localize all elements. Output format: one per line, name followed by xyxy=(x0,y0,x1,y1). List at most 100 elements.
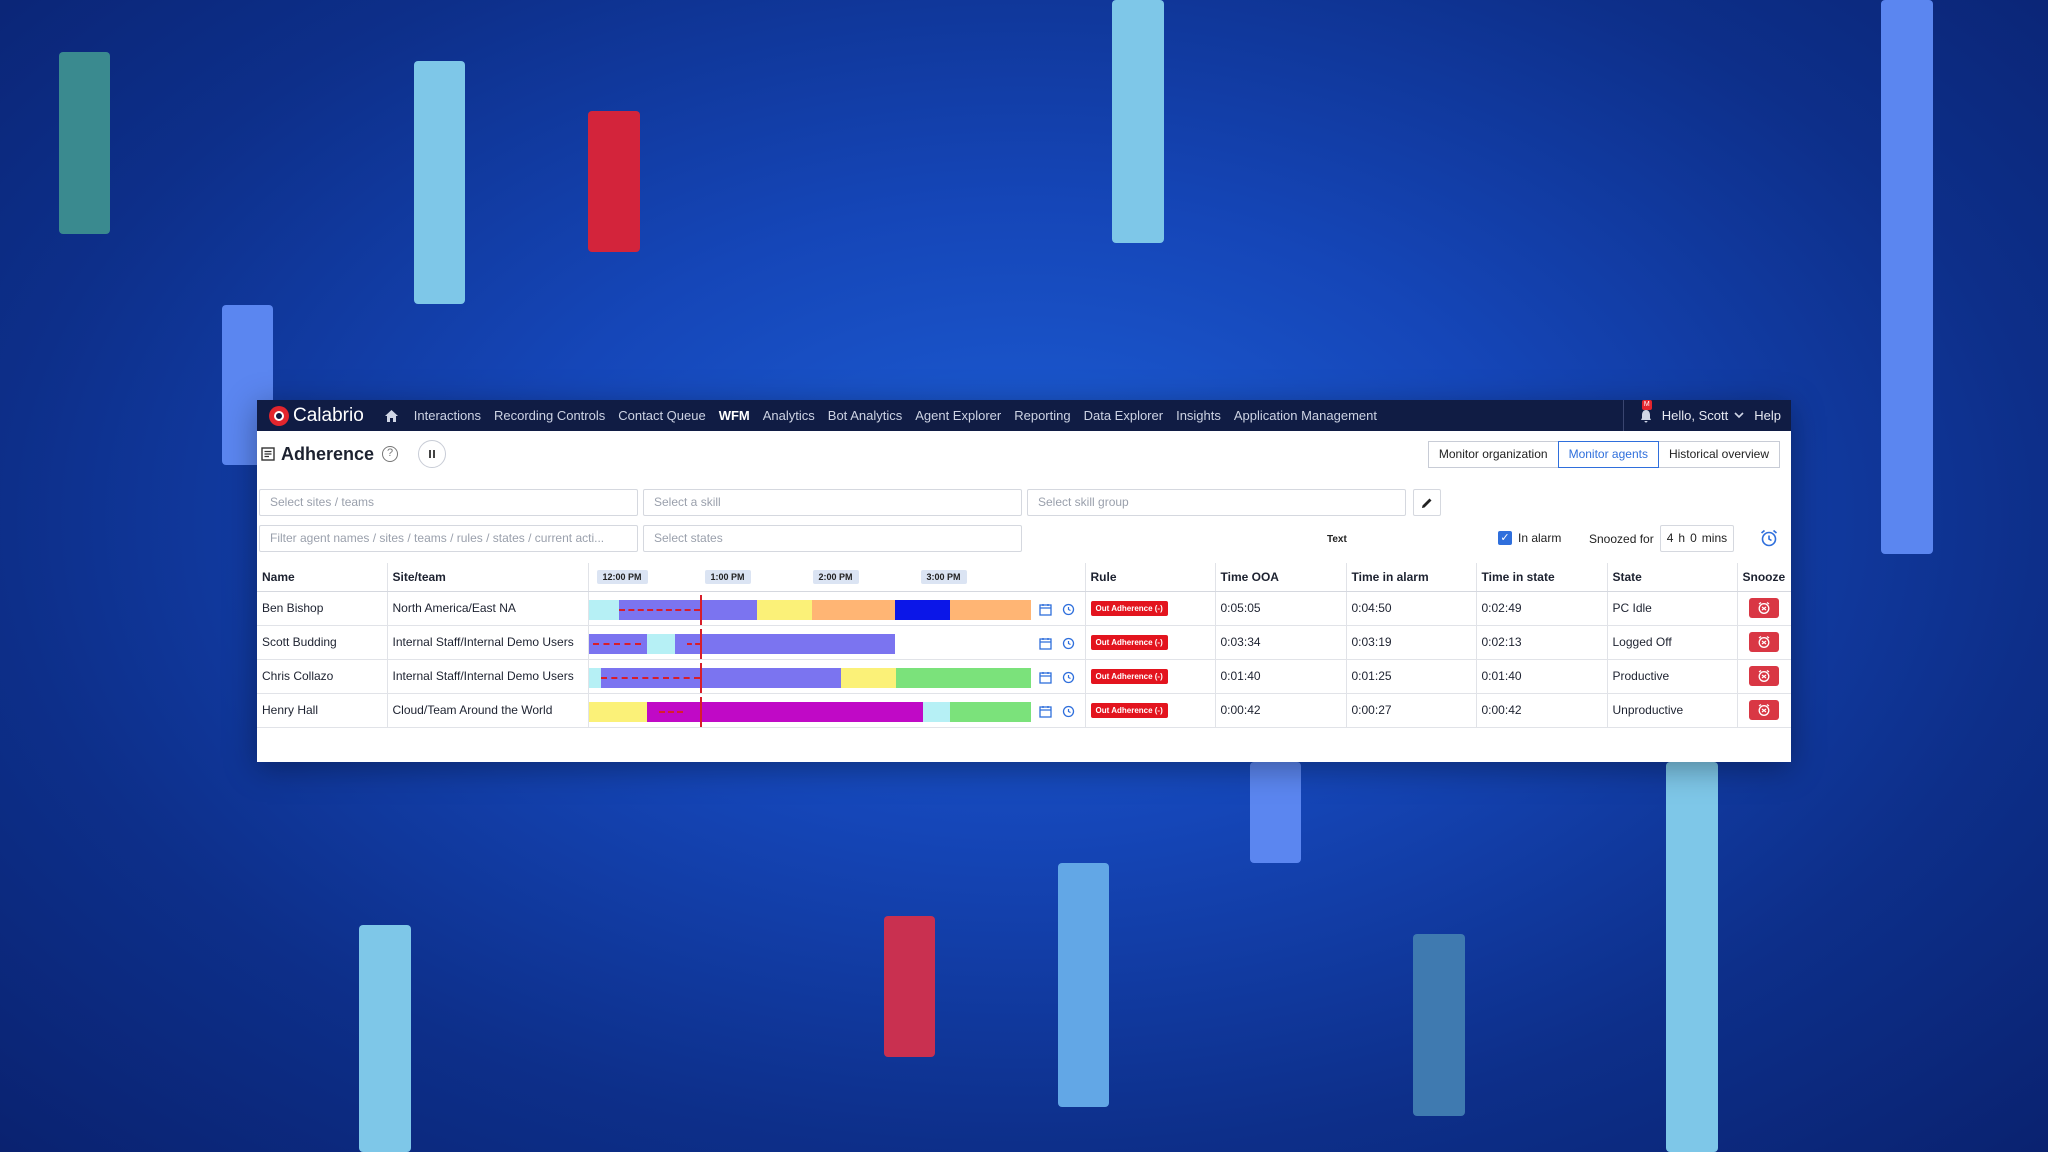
tab-monitor-agents[interactable]: Monitor agents xyxy=(1557,441,1659,468)
rule-cell: Out Adherence (-) xyxy=(1085,659,1216,694)
adherence-timeline[interactable] xyxy=(588,659,1086,694)
nav-interactions[interactable]: Interactions xyxy=(413,408,481,423)
top-navigation: Calabrio Interactions Recording Controls… xyxy=(257,399,1791,431)
col-time-in-alarm[interactable]: Time in alarm xyxy=(1346,563,1477,592)
timeline-segment xyxy=(600,667,841,688)
notification-bell-icon[interactable]: M xyxy=(1640,399,1652,423)
agent-name: Ben Bishop xyxy=(257,591,388,626)
schedule-calendar-icon[interactable] xyxy=(1038,637,1052,650)
checkbox-checked-icon: ✓ xyxy=(1498,531,1512,545)
nav-data-explorer[interactable]: Data Explorer xyxy=(1083,408,1164,423)
snooze-minutes-unit: mins xyxy=(1701,531,1728,545)
col-time-in-state[interactable]: Time in state xyxy=(1476,563,1608,592)
agent-state: PC Idle xyxy=(1607,591,1738,626)
nav-agent-explorer[interactable]: Agent Explorer xyxy=(915,408,1002,423)
states-select[interactable]: Select states xyxy=(643,525,1022,552)
col-time-ooa[interactable]: Time OOA xyxy=(1215,563,1347,592)
current-time-line xyxy=(699,662,702,693)
nav-insights[interactable]: Insights xyxy=(1176,408,1221,423)
snooze-button[interactable] xyxy=(1748,666,1779,686)
table-row[interactable]: Henry Hall Cloud/Team Around the World O… xyxy=(257,693,1791,728)
pause-button[interactable] xyxy=(418,440,447,468)
history-icon[interactable] xyxy=(1062,603,1075,616)
snooze-cell xyxy=(1737,625,1791,660)
snooze-duration: Snoozed for 4 h 0 mins xyxy=(1589,525,1735,552)
timeline-segment xyxy=(588,599,619,620)
snooze-duration-input[interactable]: 4 h 0 mins xyxy=(1659,525,1735,552)
history-icon[interactable] xyxy=(1062,637,1075,650)
nav-contact-queue[interactable]: Contact Queue xyxy=(618,408,706,423)
snooze-button[interactable] xyxy=(1748,700,1779,720)
nav-wfm[interactable]: WFM xyxy=(718,408,750,423)
time-ooa: 0:05:05 xyxy=(1215,591,1347,626)
col-timeline: 12:00 PM 1:00 PM 2:00 PM 3:00 PM xyxy=(588,563,1086,592)
help-link[interactable]: Help xyxy=(1754,408,1781,423)
col-name[interactable]: Name xyxy=(257,563,388,592)
nav-reporting[interactable]: Reporting xyxy=(1014,408,1071,423)
snooze-alarm-icon xyxy=(1758,636,1769,648)
schedule-calendar-icon[interactable] xyxy=(1038,705,1052,718)
adherence-timeline[interactable] xyxy=(588,591,1086,626)
rule-cell: Out Adherence (-) xyxy=(1085,591,1216,626)
in-alarm-checkbox[interactable]: ✓ In alarm xyxy=(1498,531,1561,545)
rule-badge: Out Adherence (-) xyxy=(1090,601,1168,616)
agent-site-team: Internal Staff/Internal Demo Users xyxy=(387,659,589,694)
snooze-button[interactable] xyxy=(1748,598,1779,618)
timeline-segment xyxy=(949,599,1031,620)
snooze-hours: 4 xyxy=(1666,531,1674,545)
current-time-line xyxy=(699,594,702,625)
nav-bot-analytics[interactable]: Bot Analytics xyxy=(827,408,903,423)
filter-panel: Select sites / teams Select a skill Sele… xyxy=(257,477,1791,552)
sites-teams-select[interactable]: Select sites / teams xyxy=(259,489,638,516)
table-row[interactable]: Scott Budding Internal Staff/Internal De… xyxy=(257,625,1791,660)
snooze-cell xyxy=(1737,591,1791,626)
agent-site-team: Cloud/Team Around the World xyxy=(387,693,589,728)
adherence-timeline[interactable] xyxy=(588,625,1086,660)
time-in-state: 0:00:42 xyxy=(1476,693,1608,728)
col-site-team[interactable]: Site/team xyxy=(387,563,589,592)
schedule-calendar-icon[interactable] xyxy=(1038,603,1052,616)
home-icon[interactable] xyxy=(384,408,400,424)
nav-recording-controls[interactable]: Recording Controls xyxy=(493,408,606,423)
current-time-line xyxy=(699,628,702,659)
table-row[interactable]: Ben Bishop North America/East NA xyxy=(257,591,1791,626)
nav-application-management[interactable]: Application Management xyxy=(1233,408,1377,423)
brand-logo[interactable]: Calabrio xyxy=(269,405,364,427)
time-in-state: 0:02:13 xyxy=(1476,625,1608,660)
edit-button[interactable] xyxy=(1413,489,1441,516)
out-of-adherence-marker xyxy=(658,710,683,713)
adherence-app-window: Calabrio Interactions Recording Controls… xyxy=(257,399,1791,762)
schedule-bar xyxy=(588,599,1031,620)
adherence-timeline[interactable] xyxy=(588,693,1086,728)
agent-state: Productive xyxy=(1607,659,1738,694)
agent-state: Logged Off xyxy=(1607,625,1738,660)
out-of-adherence-marker xyxy=(600,676,700,679)
col-state[interactable]: State xyxy=(1607,563,1738,592)
col-rule[interactable]: Rule xyxy=(1085,563,1216,592)
alarm-clock-icon[interactable] xyxy=(1759,528,1779,548)
notification-badge: M xyxy=(1641,399,1652,410)
skill-group-select[interactable]: Select skill group xyxy=(1027,489,1406,516)
tab-monitor-organization[interactable]: Monitor organization xyxy=(1427,441,1559,468)
agent-filter-input[interactable]: Filter agent names / sites / teams / rul… xyxy=(259,525,638,552)
user-greeting: Hello, Scott xyxy=(1661,408,1729,423)
snooze-button[interactable] xyxy=(1748,632,1779,652)
skill-select[interactable]: Select a skill xyxy=(643,489,1022,516)
nav-user-area: M Hello, Scott Help xyxy=(1622,399,1791,431)
history-icon[interactable] xyxy=(1062,705,1075,718)
brand-name: Calabrio xyxy=(293,404,364,426)
schedule-calendar-icon[interactable] xyxy=(1038,671,1052,684)
help-icon[interactable]: ? xyxy=(382,446,399,462)
tab-historical-overview[interactable]: Historical overview xyxy=(1657,441,1780,468)
bg-bar xyxy=(1112,0,1164,243)
time-tick: 1:00 PM xyxy=(704,570,751,584)
user-menu[interactable]: Hello, Scott xyxy=(1662,408,1744,423)
schedule-bar xyxy=(588,667,1031,688)
timeline-segment xyxy=(646,633,675,654)
table-row[interactable]: Chris Collazo Internal Staff/Internal De… xyxy=(257,659,1791,694)
history-icon[interactable] xyxy=(1062,671,1075,684)
timeline-segment xyxy=(756,599,812,620)
rule-cell: Out Adherence (-) xyxy=(1085,625,1216,660)
time-tick: 12:00 PM xyxy=(596,570,648,584)
nav-analytics[interactable]: Analytics xyxy=(762,408,815,423)
